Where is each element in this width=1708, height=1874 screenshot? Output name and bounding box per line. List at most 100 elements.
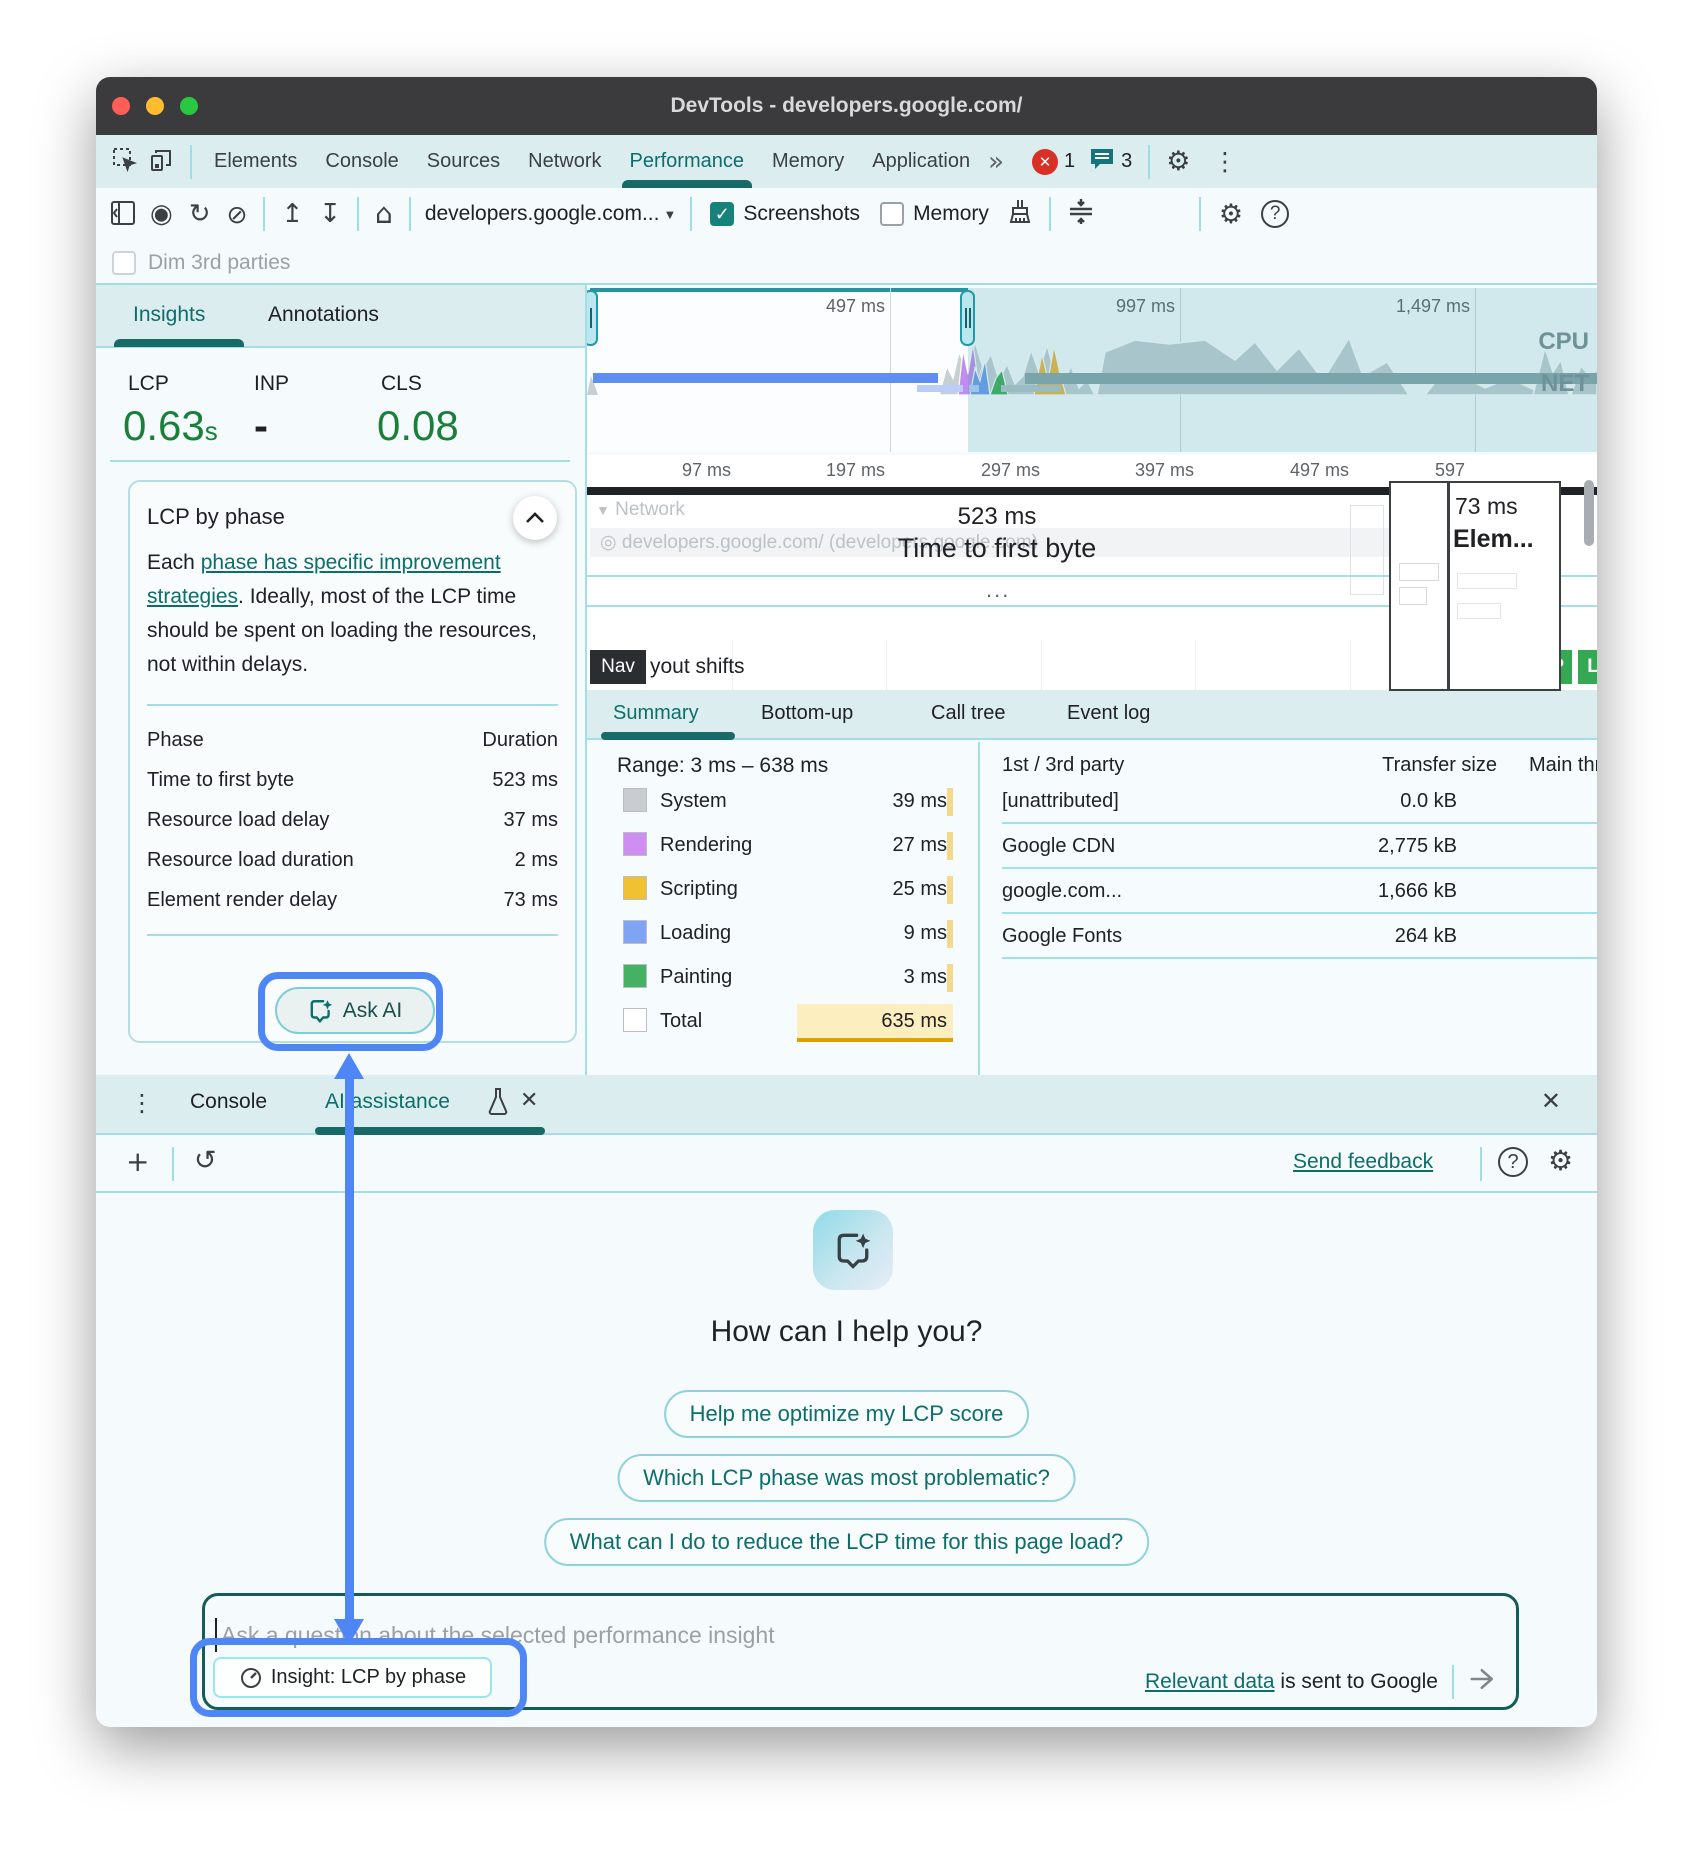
- tab-memory[interactable]: Memory: [772, 150, 845, 172]
- net-bar: [593, 373, 938, 383]
- divider: [408, 197, 411, 231]
- annotation-arrow-head-up: [334, 1053, 364, 1079]
- ai-help-icon[interactable]: ?: [1498, 1147, 1528, 1177]
- summary-panel: Range: 3 ms – 638 ms System 39 ms Render…: [587, 742, 1597, 1075]
- tab-application[interactable]: Application: [872, 150, 971, 172]
- summary-tab-bar: Summary Bottom-up Call tree Event log: [587, 690, 1597, 740]
- network-request-bar[interactable]: ◎ developers.google.com/ (developers.goo…: [590, 528, 1397, 557]
- memory-checkbox[interactable]: [880, 202, 905, 226]
- home-icon[interactable]: ⌂: [375, 197, 393, 230]
- screenshots-toggle[interactable]: ✓ Screenshots: [710, 202, 860, 226]
- collapse-card-button[interactable]: [513, 496, 557, 540]
- error-badge[interactable]: ✕ 1: [1032, 148, 1075, 175]
- timeline-overview[interactable]: 497 ms 997 ms 1,497 ms CPU NET: [587, 288, 1597, 452]
- tab-call-tree[interactable]: Call tree: [931, 702, 1006, 724]
- net-bar: [1025, 373, 1597, 384]
- overview-tick: 497 ms: [825, 296, 885, 316]
- drawer-tab-console[interactable]: Console: [190, 1090, 268, 1113]
- drawer-kebab-menu-icon[interactable]: ⋮: [130, 1089, 154, 1117]
- record-icon[interactable]: ◉: [150, 199, 173, 229]
- download-profile-icon[interactable]: ↧: [319, 199, 342, 229]
- range-handle-left[interactable]: [587, 290, 598, 346]
- phase-row: Element render delay 73 ms: [147, 888, 558, 911]
- memory-toggle[interactable]: Memory: [880, 202, 989, 226]
- device-toolbar-icon[interactable]: [148, 147, 174, 176]
- suggestion-chip[interactable]: Which LCP phase was most problematic?: [617, 1454, 1076, 1502]
- tab-annotations[interactable]: Annotations: [268, 303, 379, 326]
- help-icon[interactable]: ?: [1261, 200, 1290, 228]
- category-swatch: [623, 920, 647, 944]
- lcp-by-phase-card: LCP by phase Each phase has specific imp…: [128, 480, 577, 1043]
- party-transfer: 264 kB: [1394, 925, 1457, 947]
- performance-toolbar: ◉ ↻ ⊘ ↥ ↧ ⌂ developers.google.com... ▼ ✓…: [96, 188, 1597, 240]
- ask-ai-button[interactable]: Ask AI: [275, 987, 435, 1034]
- insight-chip-annotation-box: [190, 1638, 527, 1717]
- send-feedback-link[interactable]: Send feedback: [1293, 1150, 1434, 1173]
- lcp-value: 0.63s: [123, 402, 218, 449]
- divider: [147, 704, 558, 706]
- scrollbar-thumb[interactable]: [1584, 480, 1594, 546]
- upload-profile-icon[interactable]: ↥: [281, 199, 304, 229]
- panel-settings-gear-icon[interactable]: ⚙: [1218, 198, 1244, 230]
- gc-brush-icon[interactable]: [1007, 198, 1033, 231]
- party-name: google.com...: [1002, 880, 1123, 902]
- tab-elements[interactable]: Elements: [214, 150, 298, 172]
- ai-settings-gear-icon[interactable]: ⚙: [1548, 1144, 1574, 1177]
- tab-network[interactable]: Network: [528, 150, 602, 172]
- issues-badge[interactable]: 3: [1089, 147, 1132, 176]
- tab-summary[interactable]: Summary: [613, 702, 699, 724]
- inspect-icon[interactable]: [112, 147, 138, 177]
- divider: [585, 285, 587, 1075]
- suggestion-chip[interactable]: Help me optimize my LCP score: [663, 1390, 1030, 1438]
- page-selector[interactable]: developers.google.com...: [424, 202, 660, 225]
- minimize-window-button[interactable]: [146, 97, 164, 115]
- network-group-label[interactable]: ▼ Network: [596, 499, 685, 520]
- insights-tab-bar: Insights Annotations: [96, 285, 585, 348]
- clear-icon[interactable]: ⊘: [226, 199, 248, 229]
- drawer-tab-ai-assistance[interactable]: AI assistance: [325, 1090, 450, 1113]
- consent-note: Relevant data is sent to Google: [1144, 1669, 1438, 1693]
- zoom-window-button[interactable]: [180, 97, 198, 115]
- ruler-tick: 197 ms: [825, 460, 885, 480]
- history-icon[interactable]: ↺: [194, 1145, 217, 1176]
- kebab-menu-icon[interactable]: ⋮: [1212, 147, 1238, 176]
- tab-bottom-up[interactable]: Bottom-up: [761, 702, 854, 724]
- tab-console[interactable]: Console: [325, 150, 399, 172]
- party-transfer: 0.0 kB: [1400, 790, 1457, 812]
- divider: [978, 742, 980, 1075]
- cls-value: 0.08: [377, 402, 459, 449]
- net-bar: [969, 385, 979, 392]
- close-drawer-icon[interactable]: ✕: [1540, 1087, 1561, 1115]
- relevant-data-link[interactable]: Relevant data: [1144, 1669, 1275, 1693]
- suggestion-chip[interactable]: What can I do to reduce the LCP time for…: [543, 1518, 1150, 1566]
- dim-third-parties-checkbox[interactable]: [112, 250, 136, 275]
- more-tabs-icon[interactable]: »: [988, 146, 1004, 177]
- ttfb-value: 523 ms: [957, 503, 1037, 530]
- ruler-tick: 297 ms: [980, 460, 1040, 480]
- close-ai-tab-icon[interactable]: ✕: [520, 1088, 539, 1113]
- divider: [357, 197, 360, 231]
- new-chat-icon[interactable]: +: [126, 1145, 150, 1178]
- inp-value: -: [254, 402, 268, 449]
- ai-greeting: How can I help you?: [710, 1315, 983, 1348]
- party-header[interactable]: 1st / 3rd party: [1002, 754, 1125, 776]
- party-header[interactable]: Main thread time: [1529, 754, 1597, 776]
- collapse-flamechart-icon[interactable]: [1067, 198, 1095, 231]
- settings-gear-icon[interactable]: ⚙: [1166, 146, 1191, 177]
- screenshots-checkbox[interactable]: ✓: [710, 202, 735, 226]
- tab-insights[interactable]: Insights: [133, 303, 206, 326]
- close-window-button[interactable]: [112, 97, 130, 115]
- tab-performance[interactable]: Performance: [616, 135, 759, 188]
- category-name: System: [660, 790, 727, 812]
- insight-context-chip[interactable]: Insight: LCP by phase: [213, 1657, 492, 1698]
- tab-sources[interactable]: Sources: [426, 150, 501, 172]
- party-header[interactable]: Transfer size: [1382, 754, 1497, 776]
- send-icon[interactable]: [1468, 1664, 1498, 1699]
- reload-record-icon[interactable]: ↻: [188, 199, 211, 229]
- expand-ellipsis[interactable]: ...: [986, 577, 1011, 602]
- range-handle-right[interactable]: [960, 290, 975, 346]
- ttfb-label: Time to first byte: [897, 533, 1097, 563]
- tab-event-log[interactable]: Event log: [1067, 702, 1151, 724]
- toggle-sidebar-icon[interactable]: [110, 200, 136, 229]
- improvement-strategies-link[interactable]: phase has specific improvement strategie…: [147, 551, 501, 608]
